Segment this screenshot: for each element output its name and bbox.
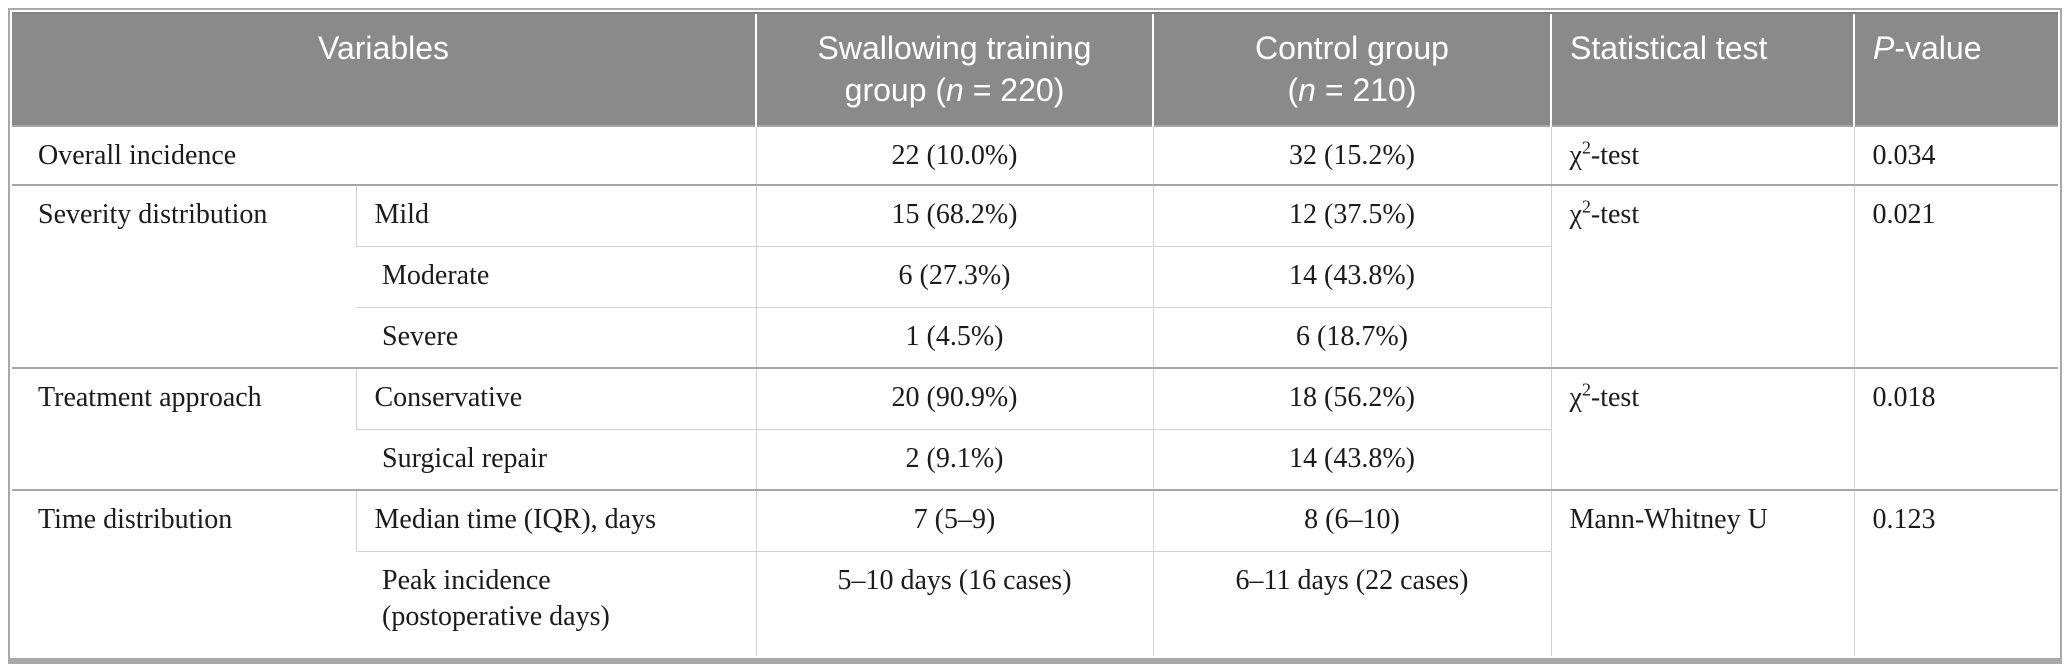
time-peak-row: Peak incidence (postoperative days) 5–10… [12,550,2058,656]
treatment-surgical-label-cell: Surgical repair [356,428,756,490]
table-body: Overall incidence 22 (10.0%) 32 (15.2%) … [12,125,2058,656]
time-distribution-label-cell: Time distribution [12,489,356,656]
col-header-variables-label: Variables [317,30,450,66]
col-header-swallowing-line2-pre: group ( [844,72,947,108]
chi-test-suffix: -test [1590,140,1640,171]
table-header: Variables Swallowing training group (n =… [12,12,2058,126]
time-median-label-cell: Median time (IQR), days [355,489,756,551]
overall-incidence-training-cell: 22 (10.0%) [755,125,1153,185]
severity-mild-row: Severity distribution Mild 15 (68.2%) 12… [12,184,2058,368]
col-header-swallowing-line2-post: = 220) [963,72,1065,108]
treatment-test-cell: χ2-test [1550,367,1854,490]
time-test-cell: Mann-Whitney U [1550,489,1854,656]
statistics-table: Variables Swallowing training group (n =… [12,12,2058,656]
severity-pvalue-cell: 0.021 [1853,184,2058,368]
chi-test-suffix: -test [1590,382,1640,413]
overall-incidence-control-cell: 32 (15.2%) [1152,125,1551,185]
treatment-approach-label-cell: Treatment approach [12,367,356,490]
time-median-control-cell: 8 (6–10) [1152,489,1551,551]
time-peak-label-cell: Peak incidence (postoperative days) [356,550,756,656]
chi-superscript: 2 [1581,379,1591,400]
col-header-control-line1: Control group [1255,30,1449,66]
overall-incidence-pvalue-cell: 0.034 [1853,125,2058,185]
severity-moderate-row: Moderate 6 (27.3%) 14 (43.8%) [12,245,2058,307]
time-median-row: Time distribution Median time (IQR), day… [12,489,2058,656]
severity-severe-training-cell: 1 (4.5%) [755,306,1153,368]
chi-symbol: χ [1569,199,1582,230]
chi-superscript: 2 [1581,137,1591,158]
treatment-surgical-training-cell: 2 (9.1%) [755,428,1153,490]
col-header-control-group: Control group (n = 210) [1152,12,1551,126]
treatment-surgical-row: Surgical repair 2 (9.1%) 14 (43.8%) [12,428,2058,490]
severity-moderate-control-cell: 14 (43.8%) [1152,245,1551,307]
col-header-swallowing-group: Swallowing training group (n = 220) [755,12,1153,126]
time-pvalue-cell: 0.123 [1853,489,2058,656]
col-header-p-value-rest: -value [1894,30,1982,66]
severity-mild-training-cell: 15 (68.2%) [755,184,1153,246]
italic-n-symbol: n [946,72,964,108]
col-header-swallowing-line1: Swallowing training [817,30,1092,66]
time-peak-label-line1: Peak incidence [382,564,551,596]
severity-mild-label-cell: Mild [355,184,756,246]
severity-severe-control-cell: 6 (18.7%) [1152,306,1551,368]
severity-distribution-label-cell: Severity distribution [12,184,356,368]
severity-severe-row: Severe 1 (4.5%) 6 (18.7%) [12,306,2058,368]
time-peak-control-cell: 6–11 days (22 cases) [1152,550,1551,656]
col-header-p-value: P-value [1853,12,2058,126]
treatment-surgical-control-cell: 14 (43.8%) [1152,428,1551,490]
treatment-conservative-control-cell: 18 (56.2%) [1152,367,1551,429]
time-peak-label-line2: (postoperative days) [382,600,610,632]
col-header-control-line2-post: = 210) [1315,72,1417,108]
italic-p-symbol: P [1873,30,1895,66]
overall-incidence-row: Overall incidence 22 (10.0%) 32 (15.2%) … [12,125,2058,185]
severity-moderate-training-cell: 6 (27.3%) [755,245,1153,307]
severity-moderate-label-cell: Moderate [356,245,756,307]
overall-incidence-test-cell: χ2-test [1550,125,1854,185]
col-header-variables: Variables [12,12,756,126]
treatment-conservative-row: Treatment approach Conservative 20 (90.9… [12,367,2058,490]
col-header-control-line2: (n = 210) [1172,69,1532,111]
severity-mild-control-cell: 12 (37.5%) [1152,184,1551,246]
col-header-statistical-test: Statistical test [1550,12,1854,126]
severity-severe-label-cell: Severe [356,306,756,368]
col-header-swallowing-line2: group (n = 220) [775,69,1134,111]
chi-symbol: χ [1569,382,1582,413]
chi-test-suffix: -test [1590,199,1640,230]
treatment-conservative-label-cell: Conservative [355,367,756,429]
treatment-pvalue-cell: 0.018 [1853,367,2058,490]
chi-superscript: 2 [1581,196,1591,217]
severity-test-cell: χ2-test [1550,184,1854,368]
col-header-statistical-test-label: Statistical test [1570,30,1768,66]
overall-incidence-label-cell: Overall incidence [12,125,756,185]
header-row: Variables Swallowing training group (n =… [12,12,2058,126]
col-header-control-line2-pre: ( [1287,72,1299,108]
treatment-conservative-training-cell: 20 (90.9%) [755,367,1153,429]
time-median-training-cell: 7 (5–9) [755,489,1153,551]
time-peak-training-cell: 5–10 days (16 cases) [755,550,1153,656]
chi-symbol: χ [1569,140,1582,171]
statistics-table-container: Variables Swallowing training group (n =… [8,8,2062,664]
italic-n-symbol: n [1298,72,1316,108]
